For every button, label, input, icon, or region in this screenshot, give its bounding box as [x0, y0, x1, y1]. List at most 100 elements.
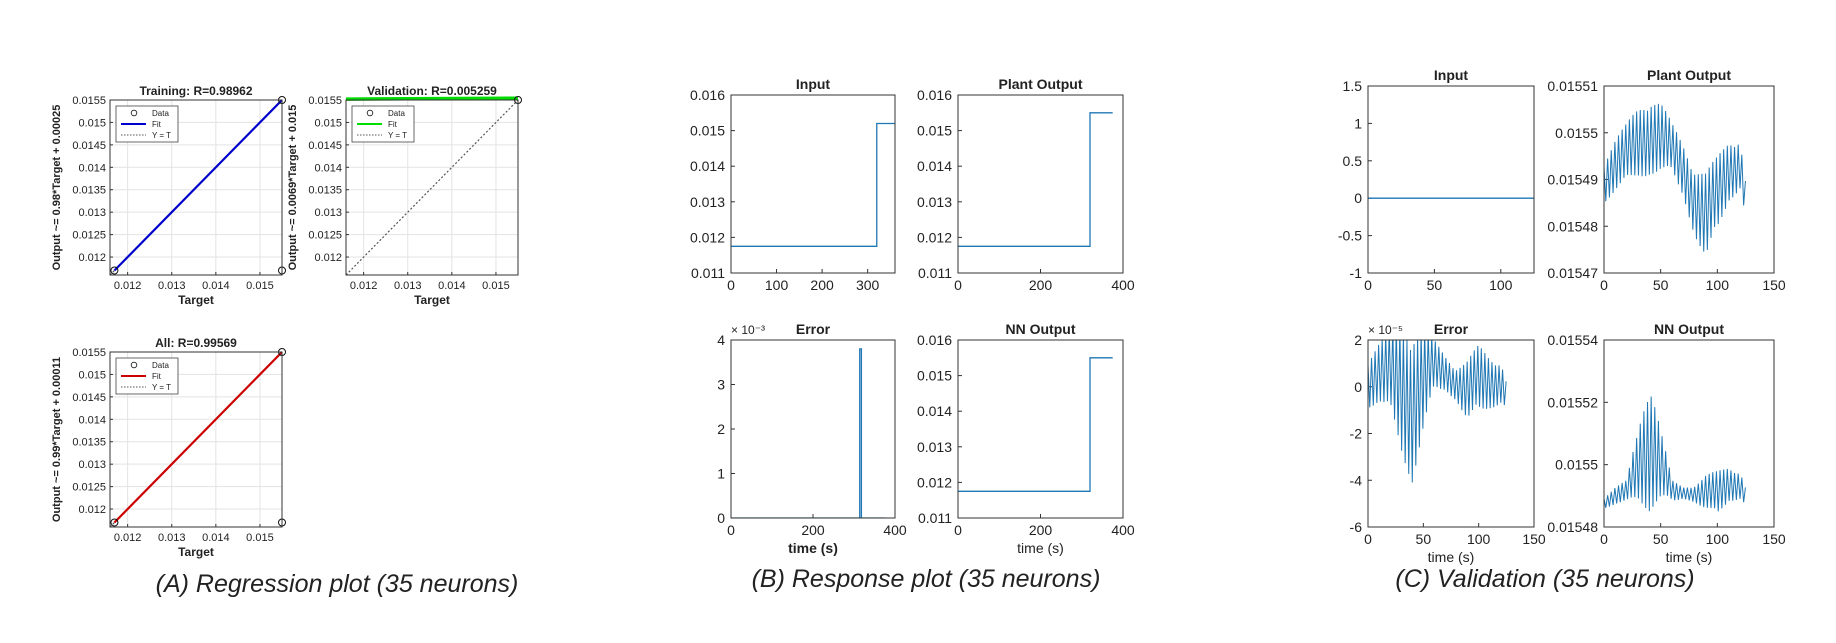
x-tick-label: 150 [1522, 531, 1546, 547]
y-tick-label: 0.016 [917, 87, 952, 103]
panel-title: Training: R=0.98962 [139, 84, 252, 98]
x-tick-label: 200 [801, 522, 825, 538]
y-axis-label: Output ~= 0.99*Target + 0.00011 [51, 357, 63, 522]
plot-frame [109, 99, 283, 276]
y-tick-label: 0.014 [690, 158, 725, 174]
legend-fit-label: Fit [152, 120, 162, 129]
y-tick-label: 0 [1354, 190, 1362, 206]
y-tick-label: 0.013 [690, 194, 725, 210]
x-tick-label: 100 [1489, 277, 1513, 293]
caption-validation: (C) Validation (35 neurons) [1395, 565, 1695, 593]
x-tick-label: 150 [1762, 277, 1786, 293]
x-tick-label: 200 [1029, 277, 1053, 293]
series-line [731, 122, 895, 247]
x-axis-label: time (s) [1017, 540, 1064, 556]
y-tick-label: 0.015 [314, 117, 342, 129]
axis-exponent: × 10⁻³ [731, 323, 765, 337]
x-tick-label: 0 [954, 522, 962, 538]
y-tick-label: 0.011 [918, 510, 952, 526]
y-tick-label: 2 [1354, 332, 1362, 348]
x-tick-label: 100 [765, 277, 789, 293]
y-tick-label: 0.012 [314, 252, 342, 264]
y-tick-label: 0.015 [917, 368, 952, 384]
data-point [110, 518, 119, 527]
y-tick-label: 0.0155 [72, 347, 106, 359]
panel-title: Error [1434, 321, 1469, 337]
y-tick-label: 0.013 [917, 439, 952, 455]
y-tick-label: 0.01548 [1547, 519, 1598, 535]
legend-data-marker [130, 361, 138, 369]
legend-data-label: Data [388, 109, 405, 118]
plot-frame [957, 94, 1124, 274]
y-tick-label: -2 [1350, 426, 1363, 442]
x-tick-label: 400 [1111, 277, 1135, 293]
x-tick-label: 0 [727, 277, 735, 293]
y-tick-label: 0.0145 [72, 140, 106, 152]
plot-frame [1603, 339, 1775, 528]
x-tick-label: 200 [810, 277, 834, 293]
x-tick-label: 150 [1762, 531, 1786, 547]
y-tick-label: 0.0155 [1555, 125, 1598, 141]
series-line [958, 112, 1113, 247]
x-axis-label: time (s) [788, 540, 838, 556]
x-axis-label: time (s) [1428, 549, 1475, 565]
x-tick-label: 0.012 [350, 280, 378, 292]
panel-title: Input [1434, 67, 1469, 83]
y-tick-label: 0 [717, 510, 725, 526]
y-tick-label: 0.011 [691, 265, 725, 281]
y-tick-label: 0.01548 [1547, 218, 1598, 234]
y-tick-label: 0.016 [917, 332, 952, 348]
y-tick-label: 0.013 [314, 207, 342, 219]
y-tick-label: 4 [717, 332, 725, 348]
y-tick-label: -0.5 [1338, 228, 1362, 244]
y-tick-label: 0.015 [690, 123, 725, 139]
line-panel-b-plant: 0 200 400 0.011 0.012 0.013 0.014 0.015 0.016 Pla… [917, 76, 1135, 293]
plot-frame [1367, 85, 1535, 274]
line-panel-b-nn: 0 200 400 0.011 0.012 0.013 0.014 0.015 0.016 NN … [917, 321, 1135, 556]
y-tick-label: 0.0145 [308, 140, 342, 152]
y-tick-label: 1 [1354, 115, 1362, 131]
x-axis-label: Target [178, 293, 214, 307]
y-tick-label: 0.013 [917, 194, 952, 210]
panel-title: Validation: R=0.005259 [367, 84, 497, 98]
x-tick-label: 0.014 [202, 280, 230, 292]
y-tick-label: -6 [1350, 519, 1363, 535]
y-tick-label: 0.014 [78, 414, 106, 426]
y-tick-label: 0.015 [78, 117, 106, 129]
y-tick-label: 1 [717, 466, 725, 482]
x-tick-label: 0.012 [114, 532, 142, 544]
x-axis-label: Target [178, 545, 214, 559]
y-tick-label: 0.012 [78, 252, 106, 264]
fit-line [113, 99, 283, 272]
y-tick-label: 0.0125 [308, 230, 342, 242]
regression-panel-validation: 0.012 0.013 0.014 0.015 0.012 0.0125 0.013 0.01… [287, 84, 522, 307]
y-tick-label: 0.0145 [72, 392, 106, 404]
series-line [731, 348, 885, 518]
line-panel-b-error: 0 200 400 0 1 2 3 4 Error time (s) × 10⁻³ [717, 321, 907, 556]
y-tick-label: 0.01552 [1547, 394, 1598, 410]
x-tick-label: 50 [1653, 277, 1669, 293]
y-tick-label: 0.012 [917, 474, 952, 490]
x-tick-label: 0.013 [158, 532, 186, 544]
regression-panel-training: 0.012 0.013 0.014 0.015 0.012 0.0125 0.013 0.01… [51, 84, 286, 307]
identity-line [345, 99, 519, 276]
y-tick-label: 0.0125 [72, 230, 106, 242]
legend-identity-label: Y = T [152, 131, 171, 140]
y-axis-label: Output ~= 0.98*Target + 0.00025 [51, 105, 63, 271]
y-tick-label: 0.0125 [72, 482, 106, 494]
x-tick-label: 0.015 [482, 280, 510, 292]
legend-data-marker [130, 109, 138, 117]
legend-identity-label: Y = T [388, 131, 407, 140]
regression-panel-all: 0.012 0.013 0.014 0.015 0.012 0.0125 0.013 0.01… [51, 336, 286, 559]
x-axis-label: time (s) [1666, 549, 1713, 565]
y-tick-label: 0.011 [918, 265, 952, 281]
plot-frame [957, 339, 1124, 519]
y-tick-label: 0.014 [917, 158, 952, 174]
x-axis-label: Target [414, 293, 450, 307]
y-tick-label: 0.01547 [1547, 265, 1598, 281]
caption-response: (B) Response plot (35 neurons) [751, 565, 1101, 593]
x-tick-label: 0.013 [158, 280, 186, 292]
legend-data-marker [366, 109, 374, 117]
x-tick-label: 200 [1029, 522, 1053, 538]
y-tick-label: 0.5 [1343, 153, 1363, 169]
